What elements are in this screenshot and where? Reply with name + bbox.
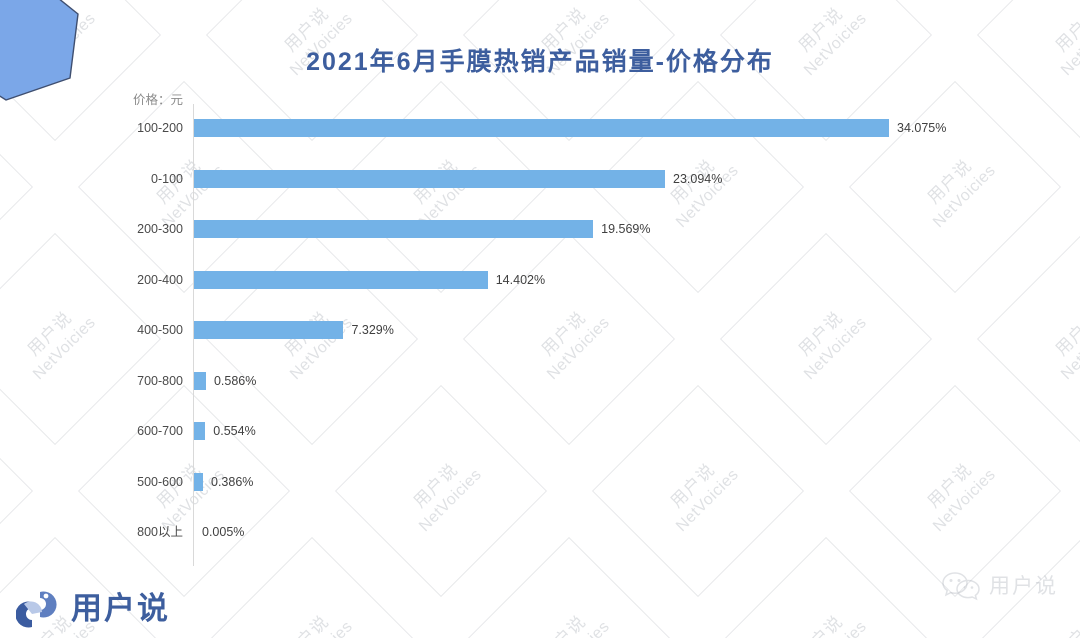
category-label: 200-300 — [137, 222, 183, 236]
bar[interactable] — [194, 321, 344, 339]
bar-row[interactable]: 0-100 23.094% — [0, 169, 1080, 188]
bar-value-label: 0.386% — [211, 474, 254, 489]
brand-logo: 用户说 — [16, 586, 170, 630]
wechat-icon — [942, 572, 980, 601]
y-axis-title: 价格：元 — [133, 93, 184, 107]
bar[interactable] — [194, 422, 206, 440]
bar-row[interactable]: 400-500 7.329% — [0, 321, 1080, 339]
category-label: 800以上 — [137, 525, 183, 539]
bar-row[interactable]: 600-700 0.554% — [0, 422, 1080, 440]
bar-value-label: 34.075% — [897, 121, 947, 135]
bar-value-label: 0.586% — [213, 373, 257, 388]
category-label: 700-800 — [137, 373, 183, 388]
category-label: 400-500 — [137, 323, 183, 337]
bar-row[interactable]: 500-600 0.386% — [0, 472, 1080, 491]
bar-row[interactable]: 800以上 0.005% — [0, 523, 1080, 541]
bar[interactable] — [194, 472, 203, 491]
category-label: 0-100 — [151, 171, 183, 186]
bar-value-label: 0.005% — [202, 525, 245, 539]
bar-value-label: 14.402% — [495, 272, 546, 287]
category-label: 500-600 — [137, 474, 183, 489]
bar-row[interactable]: 700-800 0.586% — [0, 371, 1080, 390]
bar[interactable] — [194, 119, 889, 137]
bar[interactable] — [194, 169, 666, 188]
brand-mark-icon — [16, 591, 57, 628]
brand-logo-text: 用户说 — [71, 590, 170, 626]
bar[interactable] — [194, 270, 488, 289]
chart-title: 2021年6月手膜热销产品销量-价格分布 — [306, 48, 774, 76]
bar-value-label: 23.094% — [673, 171, 723, 186]
category-label: 200-400 — [137, 272, 183, 287]
category-label: 600-700 — [137, 424, 183, 438]
bar[interactable] — [194, 220, 594, 238]
bar-value-label: 0.554% — [213, 424, 256, 438]
bar-value-label: 7.329% — [351, 323, 394, 337]
bar-row[interactable]: 100-200 34.075% — [0, 119, 1080, 137]
wechat-badge-text: 用户说 — [989, 574, 1058, 598]
bar-row[interactable]: 200-300 19.569% — [0, 220, 1080, 238]
category-label: 100-200 — [137, 121, 183, 135]
y-axis-line — [193, 104, 194, 566]
bar[interactable] — [194, 371, 206, 390]
wechat-badge: 用户说 — [941, 570, 1058, 602]
bar-value-label: 19.569% — [601, 222, 651, 236]
bar-row[interactable]: 200-400 14.402% — [0, 270, 1080, 289]
